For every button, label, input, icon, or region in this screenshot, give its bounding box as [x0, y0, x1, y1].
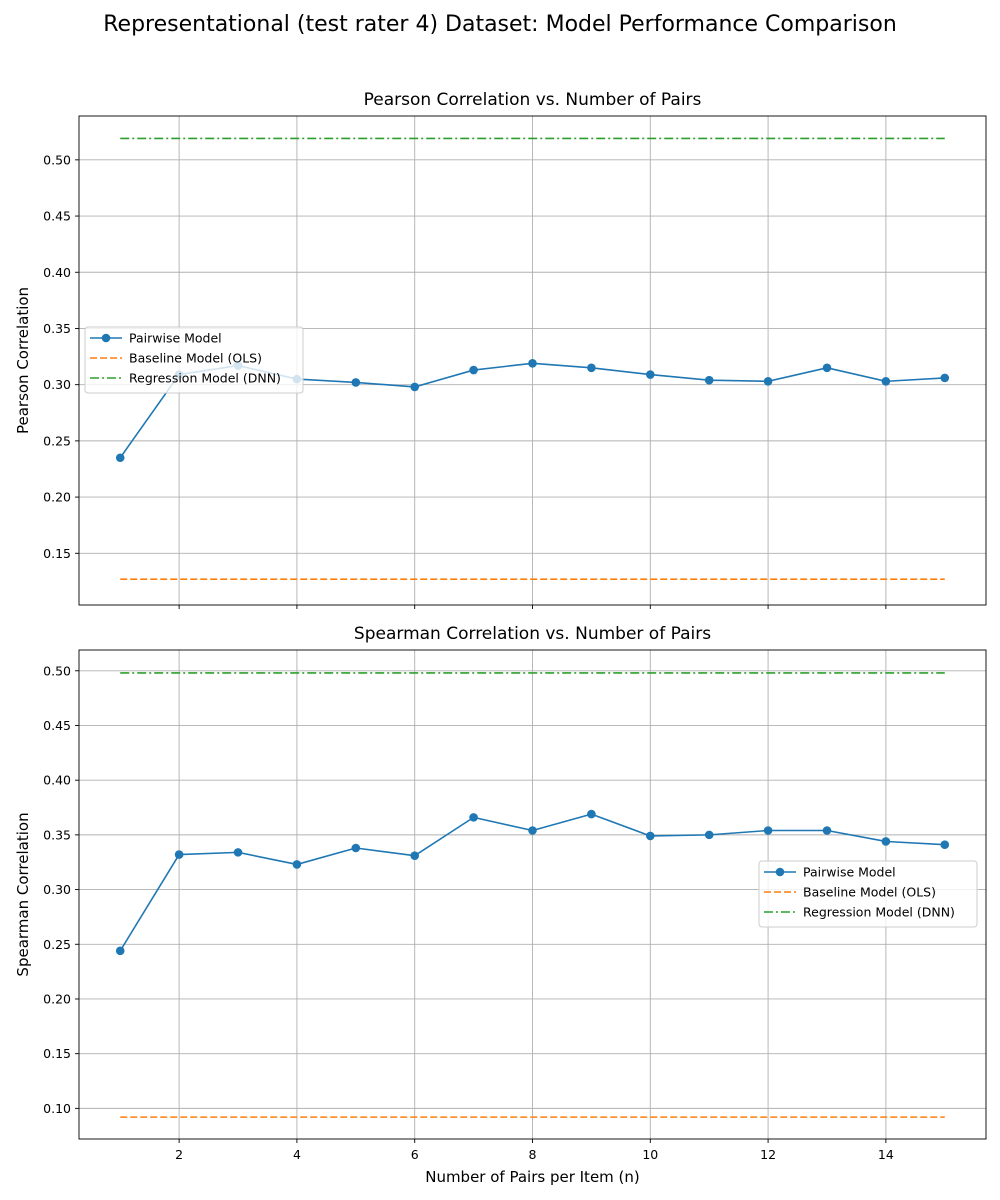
x-tick-label: 12	[760, 1147, 776, 1162]
chart-panel-1: Pearson Correlation vs. Number of Pairs 0…	[14, 90, 987, 609]
y-tick-label: 0.50	[43, 152, 71, 167]
data-point-marker	[174, 850, 184, 859]
legend: Pairwise Model Baseline Model (OLS) Regres…	[84, 326, 304, 394]
legend-box	[758, 860, 978, 928]
axes-frame	[78, 115, 987, 606]
data-point-marker	[940, 373, 950, 383]
legend-label-3: Regression Model (DNN)	[129, 371, 281, 386]
y-tick-label: 0.45	[43, 718, 71, 733]
y-axis-label: Pearson Correlation	[14, 287, 32, 434]
y-tick-label: 0.40	[43, 773, 71, 788]
data-point-marker	[940, 840, 950, 850]
data-point-marker	[645, 370, 655, 379]
x-tick-label: 8	[529, 1147, 537, 1162]
data-point-marker	[822, 826, 832, 835]
data-point-marker	[233, 848, 243, 857]
data-point-marker	[763, 376, 773, 386]
x-tick-label: 14	[878, 1147, 894, 1162]
legend-label-1: Pairwise Model	[129, 331, 222, 346]
y-tick-label: 0.35	[43, 321, 71, 336]
x-tick-label: 6	[411, 1147, 419, 1162]
legend: Pairwise Model Baseline Model (OLS) Regres…	[758, 860, 978, 928]
legend-box	[84, 326, 304, 394]
legend-marker	[101, 333, 111, 343]
x-tick-label: 10	[642, 1147, 658, 1162]
data-point-marker	[704, 830, 714, 840]
data-point-marker	[351, 378, 361, 387]
data-point-marker	[822, 363, 832, 373]
chart-panels: Pearson Correlation vs. Number of Pairs 0…	[14, 90, 987, 1186]
legend-label-2: Baseline Model (OLS)	[803, 885, 936, 900]
axes-title: Spearman Correlation vs. Number of Pairs	[354, 624, 711, 644]
data-point-marker	[704, 375, 714, 385]
y-tick-label: 0.30	[43, 882, 71, 897]
legend-label-1: Pairwise Model	[803, 865, 896, 880]
data-point-marker	[351, 843, 361, 853]
data-point-marker	[587, 809, 596, 819]
y-tick-label: 0.20	[43, 991, 71, 1006]
data-point-marker	[469, 813, 478, 822]
y-tick-label: 0.35	[43, 827, 71, 842]
y-tick-label: 0.15	[43, 1046, 71, 1061]
figure-title: Representational (test rater 4) Dataset:…	[103, 12, 897, 37]
y-tick-label: 0.40	[43, 265, 71, 280]
data-point-marker	[410, 382, 420, 392]
legend-label-3: Regression Model (DNN)	[803, 905, 955, 920]
data-point-marker	[410, 851, 420, 860]
y-tick-label: 0.25	[43, 937, 71, 952]
axes-title: Pearson Correlation vs. Number of Pairs	[364, 90, 702, 110]
legend-label-2: Baseline Model (OLS)	[129, 351, 262, 366]
data-point-marker	[587, 363, 596, 373]
x-tick-label: 4	[293, 1147, 301, 1162]
y-tick-label: 0.50	[43, 663, 71, 678]
chart-panel-2: Spearman Correlation vs. Number of Pairs…	[14, 624, 987, 1186]
data-point-marker	[528, 359, 537, 368]
y-tick-label: 0.20	[43, 490, 71, 505]
y-tick-label: 0.30	[43, 377, 71, 392]
data-point-marker	[763, 826, 773, 835]
x-axis-label: Number of Pairs per Item (n)	[425, 1168, 640, 1186]
data-point-marker	[528, 826, 537, 835]
y-tick-label: 0.15	[43, 546, 71, 561]
y-tick-label: 0.45	[43, 209, 71, 224]
y-tick-label: 0.25	[43, 433, 71, 448]
y-axis-label: Spearman Correlation	[14, 812, 32, 976]
data-point-marker	[881, 376, 891, 386]
x-tick-label: 2	[175, 1147, 183, 1162]
data-point-marker	[115, 453, 125, 463]
data-point-marker	[292, 860, 302, 869]
data-point-marker	[645, 831, 655, 841]
data-point-marker	[881, 837, 891, 846]
legend-marker	[775, 867, 785, 877]
data-point-marker	[469, 365, 478, 375]
y-tick-label: 0.10	[43, 1101, 71, 1116]
axes-frame	[78, 649, 987, 1140]
data-point-marker	[115, 946, 125, 956]
